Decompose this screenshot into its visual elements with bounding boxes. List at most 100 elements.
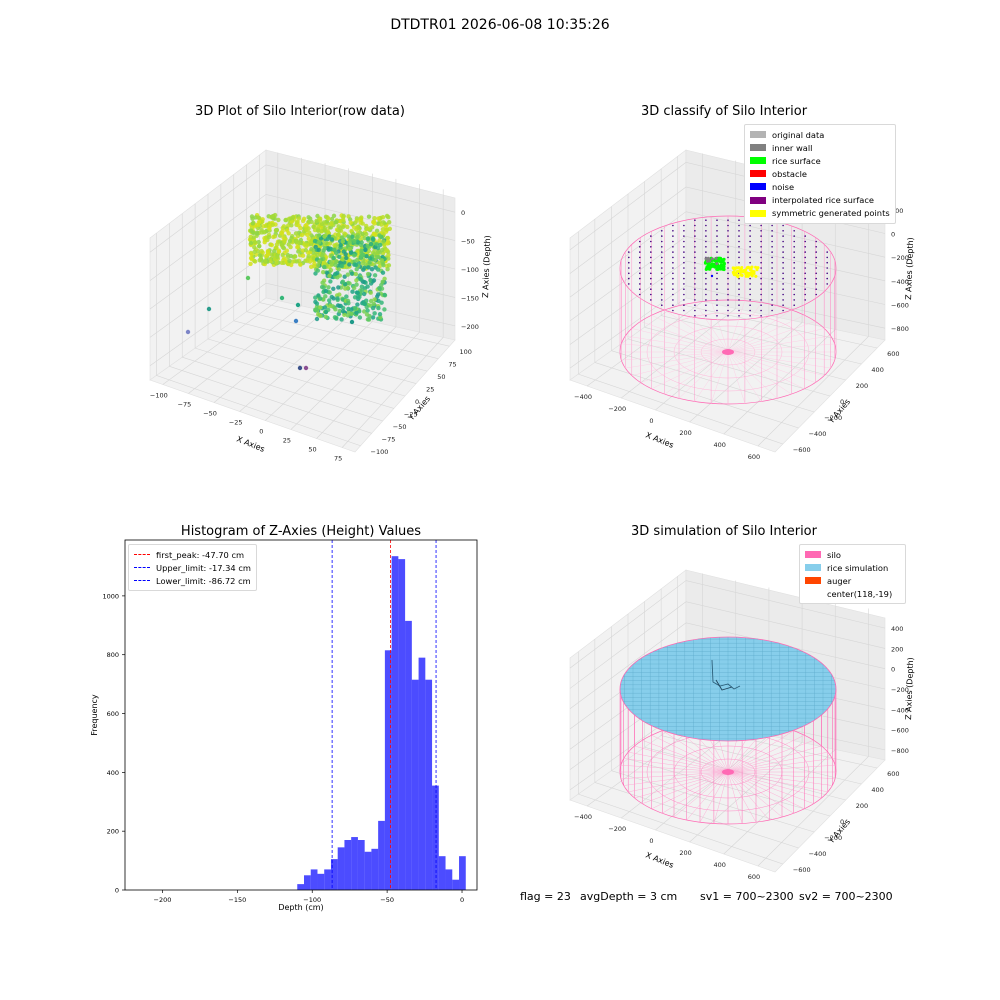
interpolated-point bbox=[815, 256, 817, 259]
interpolated-point bbox=[716, 299, 718, 301]
interpolated-point bbox=[661, 230, 663, 232]
y-gridline bbox=[233, 320, 428, 372]
data-point bbox=[377, 312, 383, 317]
interpolated-point bbox=[683, 240, 685, 243]
data-point bbox=[365, 284, 370, 289]
symmetric-point bbox=[737, 266, 741, 270]
interpolated-point bbox=[826, 272, 828, 275]
interpolated-point bbox=[771, 299, 773, 301]
interpolated-point bbox=[760, 283, 762, 285]
z-gridline bbox=[149, 194, 456, 281]
interpolated-point bbox=[727, 283, 729, 285]
interpolated-point bbox=[705, 293, 707, 296]
data-point bbox=[386, 252, 391, 258]
data-point bbox=[347, 240, 352, 245]
interpolated-point bbox=[793, 251, 795, 253]
interpolated-point bbox=[694, 251, 696, 253]
histogram-bar bbox=[418, 657, 426, 890]
interpolated-point bbox=[727, 224, 729, 227]
data-point bbox=[296, 216, 302, 221]
legend-item: auger bbox=[805, 574, 900, 587]
data-point bbox=[252, 249, 257, 254]
data-point bbox=[279, 231, 285, 236]
z-gridline bbox=[149, 164, 456, 253]
data-point bbox=[328, 279, 333, 284]
z-gridline bbox=[569, 260, 886, 345]
data-point bbox=[306, 215, 311, 220]
data-point bbox=[368, 241, 374, 247]
data-point bbox=[260, 219, 265, 224]
interpolated-point bbox=[672, 246, 674, 248]
rice-surface-point bbox=[717, 258, 721, 262]
histogram-bar bbox=[432, 785, 439, 890]
silo-floor-spoke bbox=[727, 351, 825, 376]
interpolated-point bbox=[771, 246, 773, 248]
silo-floor-spoke bbox=[727, 351, 835, 361]
interpolated-point bbox=[793, 288, 795, 291]
interpolated-point bbox=[738, 246, 740, 248]
x-tick-label: 0 bbox=[460, 896, 464, 904]
interpolated-point bbox=[793, 272, 795, 275]
interpolated-point bbox=[672, 251, 674, 253]
interpolated-point bbox=[672, 293, 674, 296]
data-point bbox=[352, 285, 357, 291]
interpolated-point bbox=[694, 246, 696, 248]
data-point bbox=[257, 253, 263, 258]
legend-item: center(118,-19) bbox=[805, 587, 900, 600]
data-point bbox=[250, 216, 255, 221]
interpolated-point bbox=[727, 235, 729, 237]
symmetric-point bbox=[747, 266, 751, 270]
interpolated-point bbox=[705, 251, 707, 253]
interpolated-point bbox=[639, 240, 641, 243]
data-point bbox=[259, 248, 264, 254]
interpolated-point bbox=[694, 277, 696, 280]
data-point bbox=[322, 264, 327, 270]
interpolated-point bbox=[760, 315, 762, 317]
outlier-point bbox=[349, 319, 355, 325]
histogram-bar bbox=[391, 556, 399, 890]
data-point bbox=[329, 220, 334, 226]
interpolated-point bbox=[628, 251, 630, 253]
data-point bbox=[378, 242, 383, 248]
data-point bbox=[355, 294, 361, 299]
rice-surface-point bbox=[718, 264, 723, 268]
panel2-zlabel: Z Axies (Depth) bbox=[904, 237, 915, 300]
y-tick-label: −50 bbox=[393, 423, 407, 431]
y-tick-label: 400 bbox=[871, 366, 883, 374]
data-point bbox=[320, 253, 325, 258]
interpolated-point bbox=[782, 283, 784, 285]
interpolated-point bbox=[749, 315, 751, 317]
interpolated-point bbox=[694, 283, 696, 285]
y-gridline bbox=[220, 329, 417, 384]
interpolated-point bbox=[639, 261, 641, 264]
x-tick-label: 200 bbox=[679, 429, 691, 437]
data-point bbox=[362, 309, 367, 314]
interpolated-point bbox=[705, 299, 707, 301]
interpolated-point bbox=[760, 304, 762, 307]
data-point bbox=[349, 271, 355, 276]
data-point bbox=[377, 285, 382, 291]
data-point bbox=[300, 253, 306, 258]
interpolated-point bbox=[672, 288, 674, 291]
data-point bbox=[386, 215, 391, 220]
interpolated-point bbox=[727, 272, 729, 275]
interpolated-point bbox=[749, 277, 751, 280]
legend-swatch bbox=[805, 590, 821, 597]
interpolated-point bbox=[716, 283, 718, 285]
interpolated-point bbox=[771, 230, 773, 232]
histogram-bar bbox=[357, 840, 365, 890]
interpolated-point bbox=[815, 240, 817, 243]
symmetric-point bbox=[754, 265, 758, 269]
legend-item: original data bbox=[750, 128, 890, 141]
interpolated-point bbox=[804, 267, 806, 269]
panel1-zlabel: Z Axies (Depth) bbox=[481, 235, 492, 298]
data-point bbox=[343, 252, 348, 257]
data-point bbox=[334, 259, 339, 264]
data-point bbox=[321, 285, 326, 290]
interpolated-point bbox=[683, 299, 685, 301]
inner-wall-point bbox=[710, 257, 714, 261]
interpolated-point bbox=[628, 283, 630, 285]
interpolated-point bbox=[727, 246, 729, 248]
data-point bbox=[374, 242, 379, 247]
legend-swatch bbox=[750, 157, 766, 165]
